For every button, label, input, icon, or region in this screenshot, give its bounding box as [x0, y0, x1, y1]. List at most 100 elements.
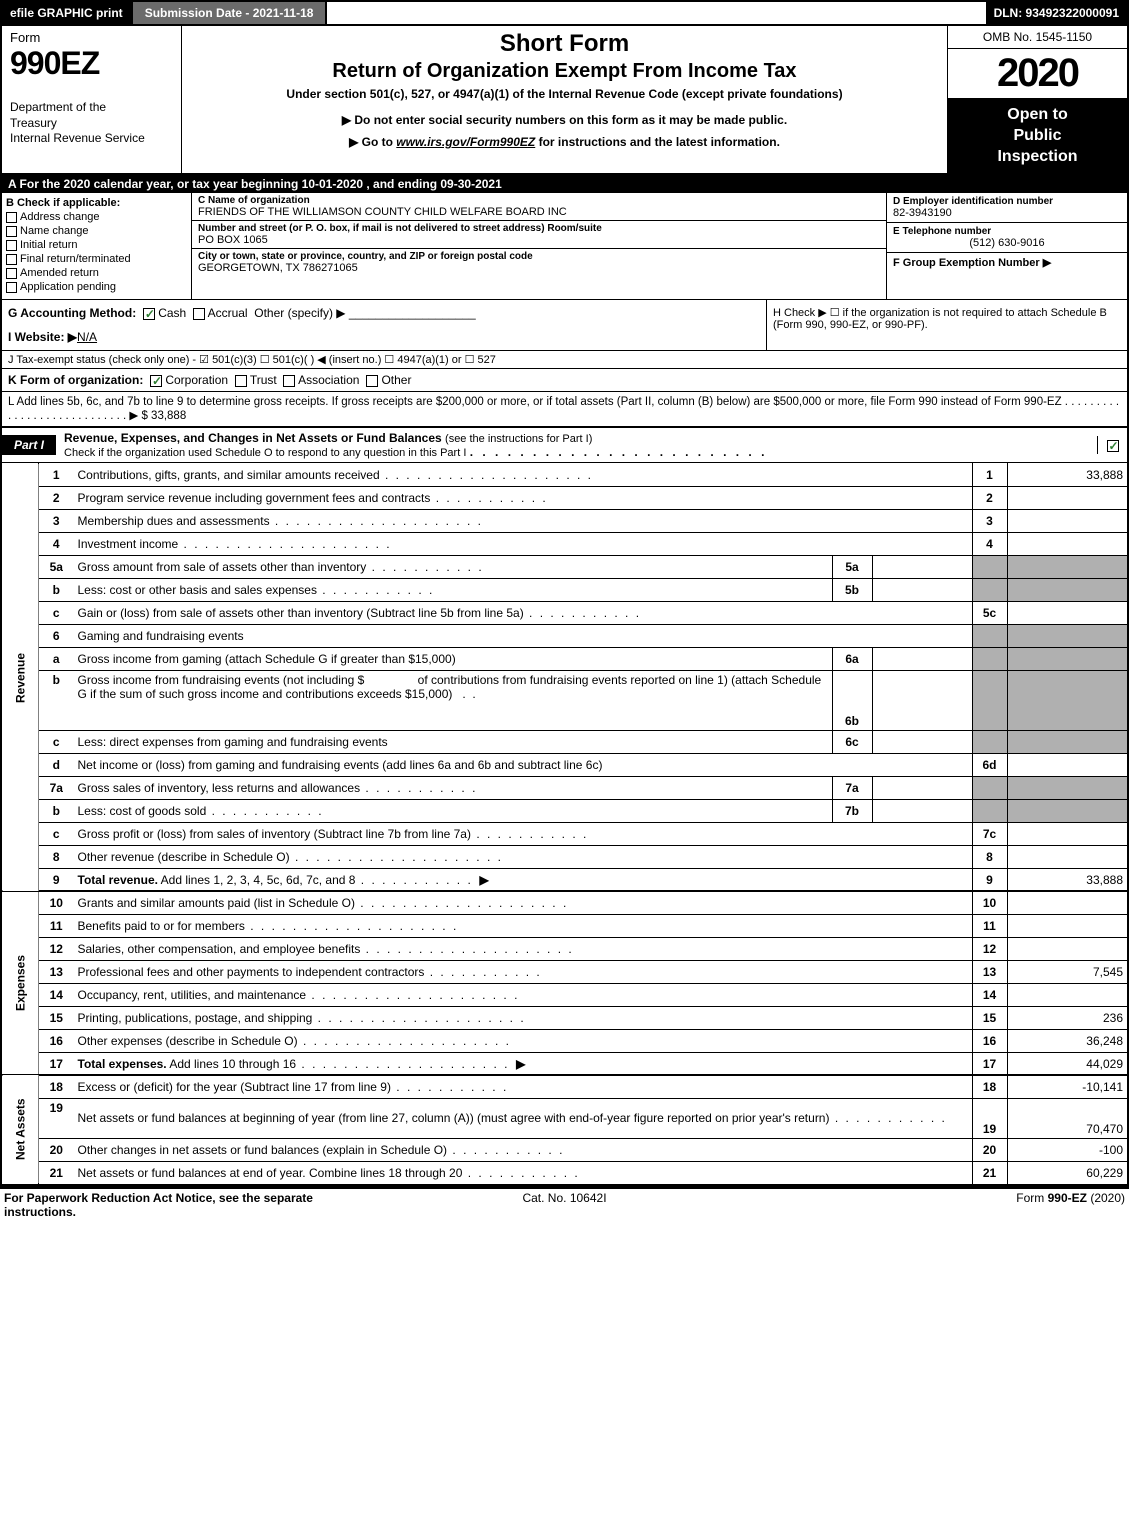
- line-5a: 5a Gross amount from sale of assets othe…: [2, 555, 1127, 578]
- netassets-side-label: Net Assets: [2, 1075, 39, 1184]
- ln6b-midval: [872, 670, 972, 730]
- ln9-num: 9: [39, 868, 74, 891]
- ln5b-midval: [872, 578, 972, 601]
- ln5a-desc: Gross amount from sale of assets other t…: [78, 560, 367, 574]
- ln1-desc: Contributions, gifts, grants, and simila…: [78, 468, 380, 482]
- ln6d-desc: Net income or (loss) from gaming and fun…: [78, 758, 603, 772]
- check-corporation[interactable]: [150, 375, 162, 387]
- ln7a-midval: [872, 776, 972, 799]
- k-corp: Corporation: [165, 373, 228, 387]
- ln5b-mid: 5b: [832, 578, 872, 601]
- org-city: GEORGETOWN, TX 786271065: [198, 262, 880, 274]
- line-19: 19 Net assets or fund balances at beginn…: [2, 1098, 1127, 1138]
- b-item-2: Initial return: [20, 239, 77, 251]
- ln6a-val-shaded: [1007, 647, 1127, 670]
- ln5c-desc: Gain or (loss) from sale of assets other…: [78, 606, 524, 620]
- irs-link[interactable]: www.irs.gov/Form990EZ: [396, 135, 535, 149]
- line-9: 9 Total revenue. Add lines 1, 2, 3, 4, 5…: [2, 868, 1127, 891]
- ln7c-val: [1007, 822, 1127, 845]
- ln14-totnum: 14: [972, 983, 1007, 1006]
- open-public-inspection: Open toPublicInspection: [948, 99, 1127, 173]
- ln6b-totnum-shaded: [972, 670, 1007, 730]
- ln15-num: 15: [39, 1006, 74, 1029]
- ln6a-desc: Gross income from gaming (attach Schedul…: [78, 652, 456, 666]
- ln9-totnum: 9: [972, 868, 1007, 891]
- line-20: 20 Other changes in net assets or fund b…: [2, 1138, 1127, 1161]
- ln16-desc: Other expenses (describe in Schedule O): [78, 1034, 298, 1048]
- ln6-totnum-shaded: [972, 624, 1007, 647]
- check-other-org[interactable]: [366, 375, 378, 387]
- submission-date-tab: Submission Date - 2021-11-18: [131, 2, 328, 24]
- b-item-4: Amended return: [20, 267, 99, 279]
- b-item-1: Name change: [20, 225, 89, 237]
- line-18: Net Assets 18 Excess or (deficit) for th…: [2, 1075, 1127, 1098]
- ln5c-val: [1007, 601, 1127, 624]
- i-label: I Website: ▶: [8, 330, 77, 344]
- ln16-totnum: 16: [972, 1029, 1007, 1052]
- line-1: Revenue 1 Contributions, gifts, grants, …: [2, 463, 1127, 486]
- check-cash[interactable]: [143, 308, 155, 320]
- ln19-num: 19: [39, 1098, 74, 1138]
- ln4-num: 4: [39, 532, 74, 555]
- k-label: K Form of organization:: [8, 373, 143, 387]
- arrow-icon-2: ▶: [516, 1057, 525, 1071]
- check-final-return[interactable]: [6, 254, 17, 265]
- section-l: L Add lines 5b, 6c, and 7b to line 9 to …: [2, 392, 1127, 428]
- ln7a-desc: Gross sales of inventory, less returns a…: [78, 781, 361, 795]
- line-16: 16 Other expenses (describe in Schedule …: [2, 1029, 1127, 1052]
- ln18-desc: Excess or (deficit) for the year (Subtra…: [78, 1080, 391, 1094]
- ln7c-num: c: [39, 822, 74, 845]
- part1-schedule-o-check[interactable]: [1107, 440, 1119, 452]
- ln14-desc: Occupancy, rent, utilities, and maintena…: [78, 988, 307, 1002]
- check-address-change[interactable]: [6, 212, 17, 223]
- ln7a-mid: 7a: [832, 776, 872, 799]
- ln1-val: 33,888: [1007, 463, 1127, 486]
- line-6a: a Gross income from gaming (attach Sched…: [2, 647, 1127, 670]
- ln12-num: 12: [39, 937, 74, 960]
- org-name: FRIENDS OF THE WILLIAMSON COUNTY CHILD W…: [198, 206, 880, 218]
- d-label: D Employer identification number: [893, 196, 1121, 207]
- check-association[interactable]: [283, 375, 295, 387]
- ln5b-totnum-shaded: [972, 578, 1007, 601]
- line-14: 14 Occupancy, rent, utilities, and maint…: [2, 983, 1127, 1006]
- ln8-val: [1007, 845, 1127, 868]
- tax-year: 2020: [948, 49, 1127, 99]
- check-name-change[interactable]: [6, 226, 17, 237]
- ln10-totnum: 10: [972, 891, 1007, 914]
- line-8: 8 Other revenue (describe in Schedule O)…: [2, 845, 1127, 868]
- footer-right: Form 990-EZ (2020): [751, 1191, 1125, 1219]
- line-12: 12 Salaries, other compensation, and emp…: [2, 937, 1127, 960]
- ssn-warning: ▶ Do not enter social security numbers o…: [190, 113, 939, 127]
- line-10: Expenses 10 Grants and similar amounts p…: [2, 891, 1127, 914]
- ln20-desc: Other changes in net assets or fund bala…: [78, 1143, 448, 1157]
- check-trust[interactable]: [235, 375, 247, 387]
- check-accrual[interactable]: [193, 308, 205, 320]
- line-6c: c Less: direct expenses from gaming and …: [2, 730, 1127, 753]
- irs-link-line: ▶ Go to www.irs.gov/Form990EZ for instru…: [190, 135, 939, 149]
- g-label: G Accounting Method:: [8, 306, 136, 320]
- under-section-text: Under section 501(c), 527, or 4947(a)(1)…: [190, 87, 939, 101]
- dln-label: DLN: 93492322000091: [986, 2, 1127, 24]
- ln19-val: 70,470: [1007, 1098, 1127, 1138]
- ln19-desc: Net assets or fund balances at beginning…: [78, 1111, 830, 1125]
- line-15: 15 Printing, publications, postage, and …: [2, 1006, 1127, 1029]
- check-application-pending[interactable]: [6, 282, 17, 293]
- ln10-desc: Grants and similar amounts paid (list in…: [78, 896, 355, 910]
- top-bar: efile GRAPHIC print Submission Date - 20…: [2, 2, 1127, 26]
- line-7b: b Less: cost of goods sold 7b: [2, 799, 1127, 822]
- g-accrual: Accrual: [208, 306, 248, 320]
- c-city-label: City or town, state or province, country…: [198, 251, 880, 262]
- part1-check-cell: [1097, 436, 1127, 454]
- form-left-col: Form 990EZ Department of theTreasuryInte…: [2, 26, 182, 173]
- efile-print-tab[interactable]: efile GRAPHIC print: [2, 2, 131, 24]
- check-amended-return[interactable]: [6, 268, 17, 279]
- ln6c-num: c: [39, 730, 74, 753]
- b-item-5: Application pending: [20, 281, 116, 293]
- check-initial-return[interactable]: [6, 240, 17, 251]
- ln7b-desc: Less: cost of goods sold: [78, 804, 207, 818]
- ln8-totnum: 8: [972, 845, 1007, 868]
- ln11-totnum: 11: [972, 914, 1007, 937]
- ln16-num: 16: [39, 1029, 74, 1052]
- form-right-col: OMB No. 1545-1150 2020 Open toPublicInsp…: [947, 26, 1127, 173]
- part1-sub: (see the instructions for Part I): [445, 433, 592, 445]
